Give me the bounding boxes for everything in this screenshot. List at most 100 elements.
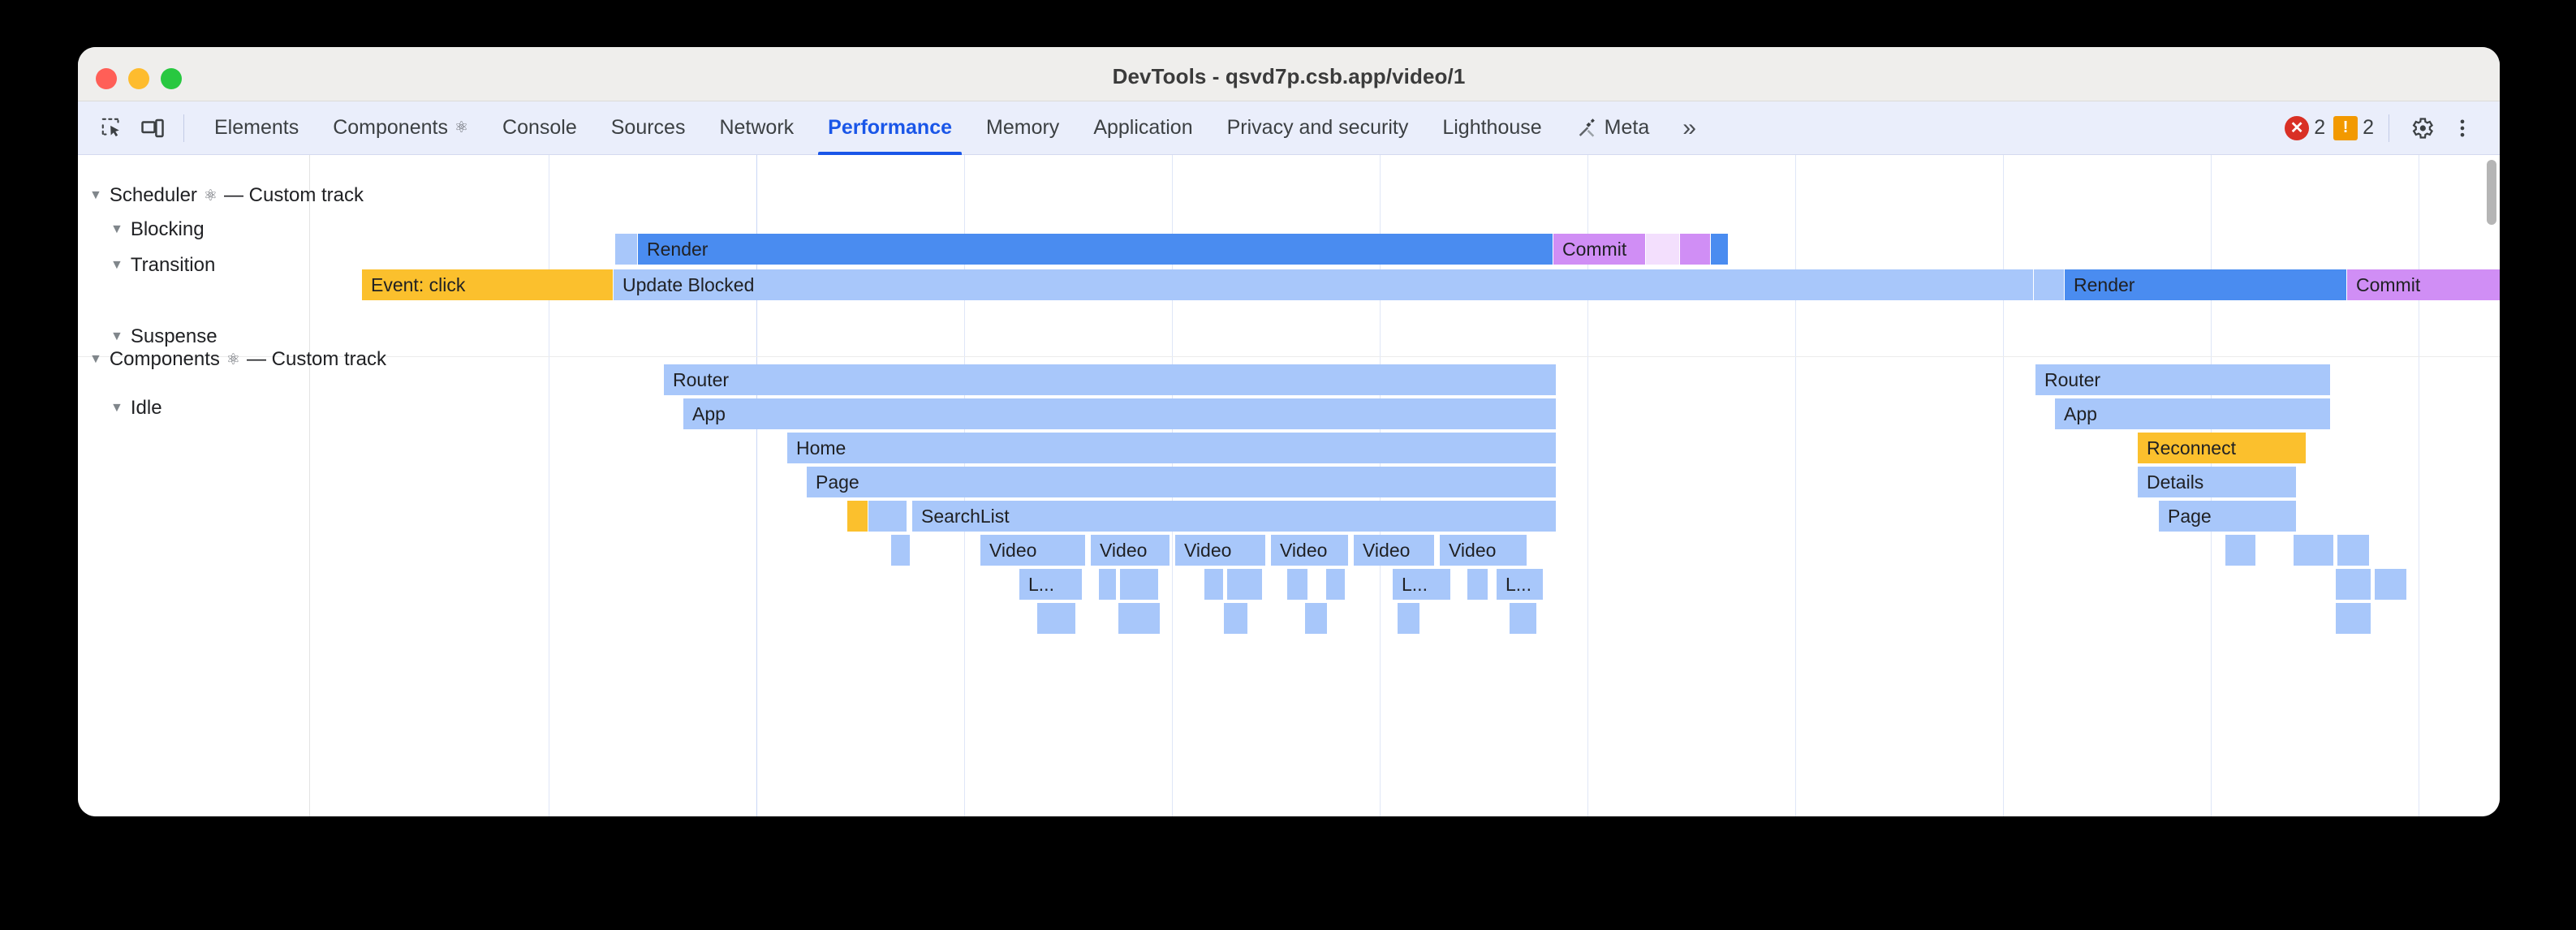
flame-bar-page[interactable]: Page: [2159, 501, 2297, 532]
warning-count: 2: [2363, 116, 2374, 139]
flame-bar-commit[interactable]: Commit: [1553, 234, 1646, 265]
flame-bar[interactable]: [1326, 569, 1346, 600]
flame-bar-router[interactable]: Router: [664, 364, 1557, 395]
flame-bar[interactable]: [615, 234, 638, 265]
track-lane-suspense[interactable]: ▼ Suspense: [110, 325, 218, 348]
tab-console[interactable]: Console: [485, 101, 594, 155]
flame-bar-label: Commit: [2356, 273, 2421, 295]
track-lane-idle[interactable]: ▼ Idle: [110, 397, 162, 420]
tab-meta[interactable]: Meta: [1559, 101, 1667, 155]
flame-bar-video[interactable]: Video: [1091, 535, 1170, 566]
flame-bar-label: Video: [1100, 539, 1148, 561]
gridline: [2003, 155, 2004, 816]
flame-bar[interactable]: [2375, 569, 2407, 600]
flame-bar-render[interactable]: Render: [638, 234, 1553, 265]
performance-flame-chart[interactable]: Render Commit Event: click Update Blocked Re…: [78, 155, 2500, 816]
expand-collapse-triangle-icon[interactable]: ▼: [89, 352, 102, 366]
device-toolbar-icon[interactable]: [135, 110, 170, 146]
minimize-window-button[interactable]: [128, 68, 149, 89]
flame-bar[interactable]: [2034, 269, 2065, 300]
flame-bar[interactable]: [891, 535, 911, 566]
inspect-element-icon[interactable]: [94, 110, 130, 146]
flame-bar[interactable]: [1118, 603, 1161, 634]
tab-components[interactable]: Components ⚛: [316, 101, 485, 155]
flame-bar-router[interactable]: Router: [2035, 364, 2331, 395]
flame-bar[interactable]: [1120, 569, 1159, 600]
flame-bar-label: Page: [2168, 505, 2212, 527]
flame-bar[interactable]: [1510, 603, 1537, 634]
warning-count-badge[interactable]: ! 2: [2333, 115, 2374, 140]
more-tabs-overflow-button[interactable]: »: [1682, 114, 1696, 141]
flame-bar-label: L...: [1402, 573, 1428, 595]
flame-bar-l[interactable]: L...: [1019, 569, 1083, 600]
flame-bar[interactable]: [1680, 234, 1711, 265]
flame-bar-video[interactable]: Video: [1271, 535, 1349, 566]
flame-bar-video[interactable]: Video: [980, 535, 1086, 566]
maximize-window-button[interactable]: [161, 68, 182, 89]
flame-bar-label: Render: [647, 238, 709, 260]
flame-bar[interactable]: [1305, 603, 1328, 634]
flame-bar[interactable]: [1398, 603, 1420, 634]
flame-bar-searchlist[interactable]: SearchList: [912, 501, 1557, 532]
tab-elements[interactable]: Elements: [197, 101, 316, 155]
flame-bar-page[interactable]: Page: [807, 467, 1557, 497]
flame-bar-video[interactable]: Video: [1440, 535, 1527, 566]
tab-label: Application: [1093, 116, 1193, 139]
tab-lighthouse[interactable]: Lighthouse: [1425, 101, 1558, 155]
tab-application[interactable]: Application: [1076, 101, 1209, 155]
tab-network[interactable]: Network: [702, 101, 811, 155]
flame-bar[interactable]: [1204, 569, 1224, 600]
expand-collapse-triangle-icon[interactable]: ▼: [110, 401, 123, 415]
expand-collapse-triangle-icon[interactable]: ▼: [89, 188, 102, 202]
expand-collapse-triangle-icon[interactable]: ▼: [110, 258, 123, 272]
flame-bar-render[interactable]: Render: [2065, 269, 2347, 300]
close-window-button[interactable]: [96, 68, 117, 89]
flame-bar[interactable]: [1099, 569, 1117, 600]
flame-bar-event-click[interactable]: Event: click: [362, 269, 614, 300]
track-label-divider: [309, 155, 310, 816]
gear-icon[interactable]: [2404, 110, 2440, 146]
flame-bar[interactable]: [847, 501, 868, 532]
track-header-scheduler[interactable]: ▼ Scheduler ⚛ — Custom track: [89, 184, 364, 207]
flame-bar[interactable]: [868, 501, 907, 532]
track-lane-transition[interactable]: ▼ Transition: [110, 254, 215, 277]
tab-memory[interactable]: Memory: [969, 101, 1076, 155]
tab-sources[interactable]: Sources: [594, 101, 703, 155]
flame-bar[interactable]: [2337, 535, 2370, 566]
flame-bar-home[interactable]: Home: [787, 433, 1557, 463]
flame-bar[interactable]: [1646, 234, 1680, 265]
vertical-scrollbar[interactable]: [2487, 160, 2496, 809]
flame-bar-l[interactable]: L...: [1497, 569, 1544, 600]
flame-bar[interactable]: [2225, 535, 2256, 566]
flame-bar[interactable]: [1224, 603, 1248, 634]
track-lane-blocking[interactable]: ▼ Blocking: [110, 218, 205, 241]
three-dot-menu-icon[interactable]: [2445, 110, 2480, 146]
flame-bar-video[interactable]: Video: [1175, 535, 1266, 566]
flame-bar[interactable]: [2336, 569, 2371, 600]
flame-bar[interactable]: [1711, 234, 1729, 265]
flame-bar-l[interactable]: L...: [1393, 569, 1451, 600]
flame-bar-app[interactable]: App: [683, 398, 1557, 429]
flame-bar[interactable]: [1037, 603, 1076, 634]
track-header-components[interactable]: ▼ Components ⚛ — Custom track: [89, 348, 386, 371]
flame-bar-commit[interactable]: Commit: [2347, 269, 2500, 300]
error-count-badge[interactable]: ✕ 2: [2285, 115, 2325, 140]
tab-performance[interactable]: Performance: [811, 101, 969, 155]
flame-bar-update-blocked[interactable]: Update Blocked: [614, 269, 2034, 300]
tab-label: Sources: [610, 116, 686, 139]
flame-bar-app[interactable]: App: [2055, 398, 2331, 429]
flame-bar-video[interactable]: Video: [1354, 535, 1435, 566]
flame-bar[interactable]: [2336, 603, 2371, 634]
flame-bar-label: Video: [989, 539, 1037, 561]
track-divider: [78, 356, 2500, 357]
flame-bar[interactable]: [1467, 569, 1488, 600]
scrollbar-thumb[interactable]: [2487, 160, 2496, 225]
flame-bar[interactable]: [1287, 569, 1308, 600]
flame-bar[interactable]: [2294, 535, 2334, 566]
tab-privacy-and-security[interactable]: Privacy and security: [1210, 101, 1426, 155]
expand-collapse-triangle-icon[interactable]: ▼: [110, 329, 123, 343]
flame-bar-reconnect[interactable]: Reconnect: [2138, 433, 2307, 463]
flame-bar[interactable]: [1227, 569, 1263, 600]
flame-bar-details[interactable]: Details: [2138, 467, 2297, 497]
expand-collapse-triangle-icon[interactable]: ▼: [110, 222, 123, 236]
